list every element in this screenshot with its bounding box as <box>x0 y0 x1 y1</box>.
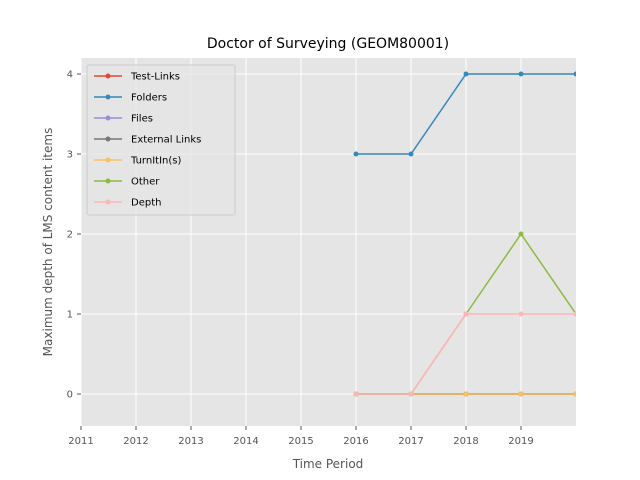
chart-title: Doctor of Surveying (GEOM80001) <box>207 36 449 52</box>
legend-marker-test-links <box>105 73 111 79</box>
data-point-depth <box>573 311 576 317</box>
series-depth <box>353 311 576 397</box>
x-tick-label: 2011 <box>68 436 93 447</box>
legend: Test-Links Folders Files External Links Turn… <box>86 64 236 216</box>
x-tick-label: 2015 <box>288 436 313 447</box>
y-axis-title: Maximum depth of LMS content items <box>41 128 55 357</box>
legend-marker-files <box>105 115 111 121</box>
y-tick-label: 1 <box>67 310 73 321</box>
data-point-turnitin-s <box>573 391 576 397</box>
x-tick-label: 2013 <box>178 436 203 447</box>
legend-item-turnitin-s: TurnItIn(s) <box>94 156 181 167</box>
data-point-depth <box>353 391 359 397</box>
legend-marker-turnitin-s <box>105 157 111 163</box>
y-tick-label: 3 <box>67 150 73 161</box>
x-tick-label: 2017 <box>398 436 423 447</box>
data-point-depth <box>518 311 524 317</box>
x-tick-label: 2018 <box>453 436 478 447</box>
series-lines <box>353 71 576 397</box>
x-tick-label: 2016 <box>343 436 368 447</box>
data-point-folders <box>518 71 524 77</box>
legend-box <box>86 64 236 216</box>
legend-label-other: Other <box>131 177 160 188</box>
series-folders <box>353 71 576 157</box>
legend-label-files: Files <box>131 114 153 125</box>
legend-marker-folders <box>105 94 111 100</box>
data-point-depth <box>408 391 414 397</box>
x-tick-label: 2014 <box>233 436 258 447</box>
legend-marker-depth <box>105 199 111 205</box>
x-tick-label: 2012 <box>123 436 148 447</box>
legend-marker-external-links <box>105 136 111 142</box>
legend-item-folders: Folders <box>94 93 167 104</box>
legend-label-external-links: External Links <box>131 135 201 146</box>
data-point-folders <box>353 151 359 157</box>
data-point-turnitin-s <box>463 391 469 397</box>
legend-item-test-links: Test-Links <box>94 72 180 83</box>
legend-item-depth: Depth <box>94 198 161 209</box>
y-axis-ticks: 0 1 2 3 4 <box>67 70 81 401</box>
legend-label-depth: Depth <box>131 198 161 209</box>
data-point-folders <box>463 71 469 77</box>
data-point-other <box>518 231 524 237</box>
legend-item-external-links: External Links <box>94 135 201 146</box>
legend-marker-other <box>105 178 111 184</box>
y-tick-label: 0 <box>67 390 73 401</box>
x-axis-title: Time Period <box>292 457 364 471</box>
data-point-turnitin-s <box>518 391 524 397</box>
data-point-folders <box>408 151 414 157</box>
legend-item-other: Other <box>94 177 160 188</box>
y-tick-label: 2 <box>67 230 73 241</box>
x-tick-label: 2019 <box>508 436 533 447</box>
x-axis-ticks: 2011 2012 2013 2014 2015 2016 2017 2018 2019 <box>68 426 534 447</box>
legend-item-files: Files <box>94 114 153 125</box>
legend-label-folders: Folders <box>131 93 167 104</box>
legend-label-turnitin-s: TurnItIn(s) <box>130 156 181 167</box>
legend-label-test-links: Test-Links <box>130 72 180 83</box>
data-point-folders <box>573 71 576 77</box>
y-tick-label: 4 <box>67 70 73 81</box>
data-point-depth <box>463 311 469 317</box>
